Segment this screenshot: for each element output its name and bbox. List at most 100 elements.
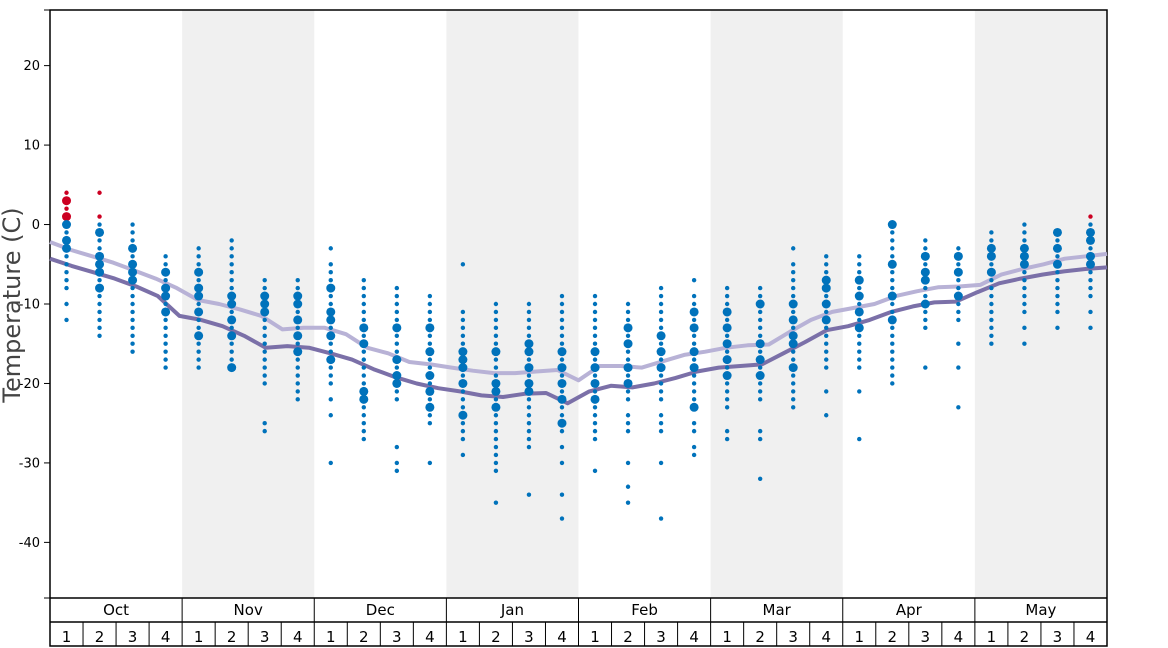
month-label-mar: Mar (763, 601, 792, 619)
observation-point (592, 436, 598, 442)
observation-point (1022, 238, 1027, 243)
observation-point (425, 402, 435, 412)
observation-point (161, 307, 171, 317)
observation-point (64, 270, 69, 275)
observation-point (557, 394, 567, 404)
observation-point (491, 378, 501, 388)
week-label: 4 (1086, 628, 1096, 646)
observation-point (824, 325, 829, 331)
observation-point (1055, 285, 1060, 291)
observation-point (923, 309, 928, 315)
observation-point (394, 468, 400, 474)
observation-point (194, 267, 204, 277)
observation-point (691, 373, 697, 378)
observation-point (493, 301, 499, 307)
observation-point (394, 309, 400, 315)
observation-point (97, 238, 102, 243)
observation-point (262, 341, 267, 346)
observation-point (229, 325, 234, 331)
observation-point (361, 405, 366, 410)
observation-point (590, 363, 600, 373)
observation-point (1019, 251, 1029, 261)
observation-point (658, 428, 664, 434)
observation-point (986, 251, 996, 261)
observation-point (260, 291, 270, 301)
observation-point (427, 397, 433, 402)
observation-point (625, 460, 631, 466)
observation-point (427, 309, 433, 315)
observation-point (824, 341, 829, 346)
observation-point (658, 381, 664, 386)
observation-point (394, 301, 400, 307)
observation-point (427, 365, 433, 370)
observation-point (524, 339, 534, 349)
observation-point (1055, 301, 1060, 307)
observation-point (890, 341, 895, 346)
observation-point (295, 277, 300, 283)
observation-point (791, 285, 796, 291)
y-tick-label: 10 (23, 139, 40, 154)
observation-point (95, 251, 105, 261)
week-label: 1 (987, 628, 997, 646)
observation-point (493, 436, 499, 442)
observation-point (920, 251, 930, 261)
observation-point (328, 413, 333, 418)
observation-point (890, 365, 895, 370)
observation-point (95, 267, 105, 277)
observation-point (163, 317, 168, 323)
week-label: 1 (458, 628, 468, 646)
observation-point (229, 270, 234, 275)
observation-point (724, 333, 730, 338)
observation-point (229, 357, 234, 362)
observation-point (493, 357, 499, 362)
observation-point (857, 389, 862, 394)
observation-point (128, 275, 138, 285)
observation-point (989, 262, 994, 267)
observation-point (425, 386, 435, 396)
observation-point (293, 347, 303, 357)
observation-point (689, 363, 699, 373)
observation-point (361, 293, 366, 299)
observation-point (691, 452, 697, 458)
observation-point (986, 267, 996, 277)
observation-point (64, 285, 69, 291)
observation-point (460, 333, 466, 338)
observation-point (956, 285, 961, 291)
observation-point (295, 389, 300, 394)
observation-point (989, 325, 994, 331)
observation-point (890, 325, 895, 331)
observation-point (625, 413, 631, 418)
observation-point (691, 428, 697, 434)
observation-point (658, 293, 664, 299)
observation-point (821, 275, 831, 285)
observation-point (757, 436, 763, 442)
observation-point (328, 301, 333, 307)
observation-point (163, 365, 168, 370)
observation-point (857, 270, 862, 275)
observation-point (493, 325, 499, 331)
observation-point (293, 331, 303, 341)
observation-point (857, 262, 862, 267)
observation-point (394, 444, 400, 450)
observation-point (857, 341, 862, 346)
observation-point (64, 190, 69, 195)
observation-point (458, 347, 468, 357)
observation-point (196, 349, 201, 354)
observation-point (592, 428, 598, 434)
y-axis: 20 10 0 -10 -20 -30 -40 (19, 9, 50, 599)
observation-point (989, 285, 994, 291)
observation-point (956, 309, 961, 315)
observation-point (361, 301, 366, 307)
observation-point (427, 381, 433, 386)
observation-point (130, 349, 135, 354)
observation-point (824, 349, 829, 354)
observation-point (923, 365, 928, 370)
observation-point (229, 238, 234, 243)
week-label: 4 (821, 628, 831, 646)
observation-point (824, 333, 829, 338)
observation-point (1055, 277, 1060, 283)
observation-point (691, 420, 697, 426)
observation-point (526, 444, 532, 450)
observation-point (328, 270, 333, 275)
observation-point (1088, 285, 1093, 291)
